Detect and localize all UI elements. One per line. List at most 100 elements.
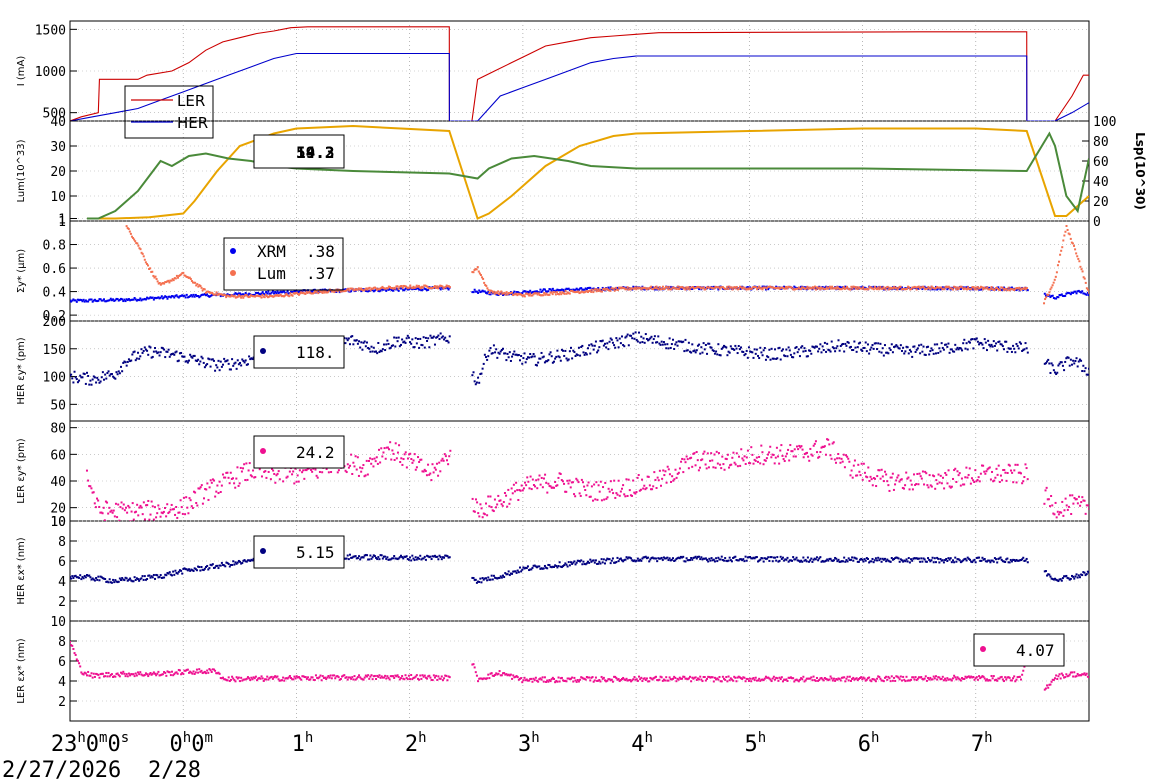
series-1-point xyxy=(534,355,536,357)
series-1-point xyxy=(767,454,769,456)
series-1-point xyxy=(234,487,236,489)
series-1-point xyxy=(773,358,775,360)
series-xrm-point xyxy=(544,289,546,291)
series-1-point xyxy=(833,559,835,561)
series-1-point xyxy=(359,558,361,560)
series-1-point xyxy=(360,341,362,343)
series-1-point xyxy=(883,480,885,482)
series-lum-point xyxy=(556,291,558,293)
series-1-point xyxy=(240,467,242,469)
series-1-point xyxy=(373,347,375,349)
series-1-point xyxy=(292,678,294,680)
series-1-point xyxy=(554,481,556,483)
series-lum-point xyxy=(558,293,560,295)
series-lum-point xyxy=(348,290,350,292)
series-1-point xyxy=(366,460,368,462)
series-1-point xyxy=(1082,365,1084,367)
series-1-point xyxy=(877,342,879,344)
series-1-point xyxy=(762,354,764,356)
series-lum-point xyxy=(677,286,679,288)
series-1-point xyxy=(214,496,216,498)
series-1-point xyxy=(338,676,340,678)
series-xrm-point xyxy=(1064,295,1066,297)
series-1-point xyxy=(897,474,899,476)
series-1-point xyxy=(625,478,627,480)
series-1-point xyxy=(266,676,268,678)
series-1-point xyxy=(163,349,165,351)
series-1-point xyxy=(582,351,584,353)
series-1-point xyxy=(473,663,475,665)
series-1-point xyxy=(573,560,575,562)
series-1-point xyxy=(153,519,155,521)
series-1-point xyxy=(374,458,376,460)
series-lum-point xyxy=(1052,284,1054,286)
series-lum-point xyxy=(387,287,389,289)
series-1-point xyxy=(426,340,428,342)
series-1-point xyxy=(531,567,533,569)
series-1-point xyxy=(921,561,923,563)
series-1-point xyxy=(980,560,982,562)
series-1-point xyxy=(252,469,254,471)
series-1-point xyxy=(409,678,411,680)
series-1-point xyxy=(425,470,427,472)
series-1-point xyxy=(872,484,874,486)
series-1-point xyxy=(136,357,138,359)
series-1-point xyxy=(1025,342,1027,344)
series-1-point xyxy=(245,359,247,361)
series-1-point xyxy=(74,652,76,654)
series-1-point xyxy=(856,558,858,560)
series-1-point xyxy=(261,475,263,477)
series-1-point xyxy=(878,469,880,471)
series-1-point xyxy=(134,351,136,353)
series-1-point xyxy=(503,501,505,503)
series-lum-point xyxy=(976,288,978,290)
series-1-point xyxy=(801,561,803,563)
series-1-point xyxy=(1020,472,1022,474)
series-1-point xyxy=(166,351,168,353)
series-1-point xyxy=(410,343,412,345)
series-1-point xyxy=(796,446,798,448)
series-1-point xyxy=(70,578,72,580)
legend-marker xyxy=(260,348,266,354)
series-1-point xyxy=(475,498,477,500)
series-1-point xyxy=(553,361,555,363)
series-1-point xyxy=(487,355,489,357)
series-1-point xyxy=(396,457,398,459)
series-1-point xyxy=(891,476,893,478)
series-1-point xyxy=(132,580,134,582)
series-1-point xyxy=(599,491,601,493)
series-1-point xyxy=(131,354,133,356)
series-1-point xyxy=(522,489,524,491)
series-xrm-point xyxy=(513,291,515,293)
series-1-point xyxy=(128,673,130,675)
series-lum-point xyxy=(806,286,808,288)
series-lum-point xyxy=(437,287,439,289)
series-1-point xyxy=(1012,345,1014,347)
series-1-point xyxy=(221,485,223,487)
series-1-point xyxy=(882,475,884,477)
series-lum-point xyxy=(661,288,663,290)
series-1-point xyxy=(642,488,644,490)
series-1-point xyxy=(238,485,240,487)
series-1-point xyxy=(475,579,477,581)
series-1-point xyxy=(998,341,1000,343)
series-1-point xyxy=(924,558,926,560)
series-1-point xyxy=(936,483,938,485)
series-1-point xyxy=(772,560,774,562)
series-1-point xyxy=(819,556,821,558)
series-1-point xyxy=(562,350,564,352)
series-1-point xyxy=(803,347,805,349)
series-1-point xyxy=(428,346,430,348)
series-1-point xyxy=(598,346,600,348)
series-1-point xyxy=(1079,505,1081,507)
series-1-point xyxy=(601,499,603,501)
series-1-point xyxy=(720,558,722,560)
series-1-point xyxy=(879,558,881,560)
series-1-point xyxy=(892,351,894,353)
series-1-point xyxy=(545,482,547,484)
series-1-point xyxy=(881,561,883,563)
legend-marker xyxy=(230,270,236,276)
series-1-point xyxy=(118,370,120,372)
series-1-point xyxy=(647,557,649,559)
series-1-point xyxy=(1007,472,1009,474)
